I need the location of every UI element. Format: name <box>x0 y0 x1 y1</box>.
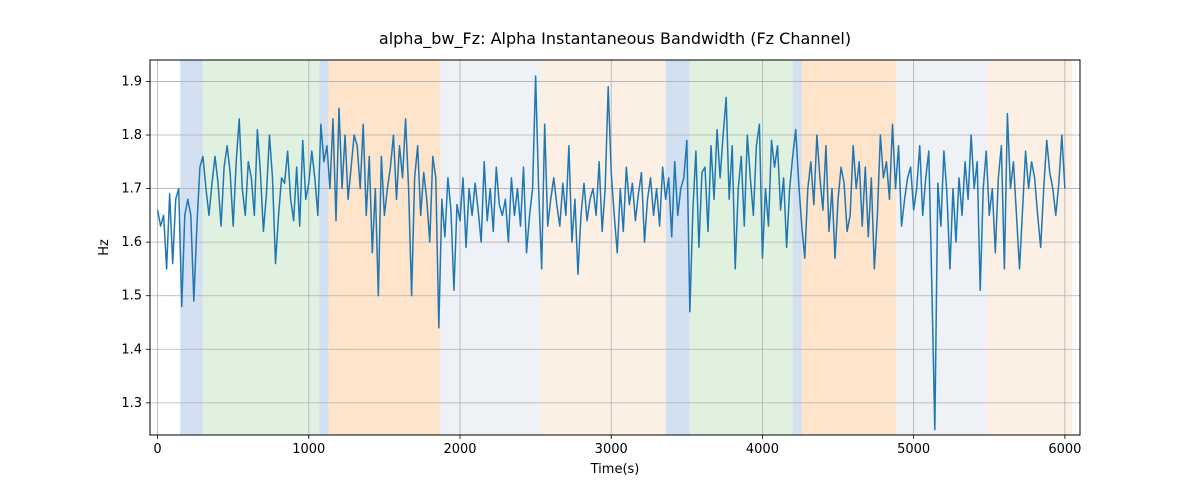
region-shade-11 <box>986 60 1072 435</box>
region-shade-9 <box>802 60 896 435</box>
ytick-label: 1.8 <box>121 128 142 143</box>
y-axis-label: Hz <box>97 239 112 256</box>
region-shade-1 <box>203 60 319 435</box>
ytick-label: 1.4 <box>121 342 142 357</box>
region-shade-8 <box>793 60 802 435</box>
ytick-label: 1.7 <box>121 182 142 197</box>
xtick-label: 2000 <box>443 442 476 457</box>
x-axis-label: Time(s) <box>590 462 640 477</box>
xtick-label: 6000 <box>1048 442 1081 457</box>
chart-title: alpha_bw_Fz: Alpha Instantaneous Bandwid… <box>379 29 851 49</box>
region-shade-3 <box>328 60 440 435</box>
region-shade-5 <box>540 60 666 435</box>
region-shade-6 <box>666 60 690 435</box>
region-shade-10 <box>896 60 987 435</box>
ytick-label: 1.6 <box>121 235 142 250</box>
background-regions <box>180 60 1072 435</box>
ytick-label: 1.3 <box>121 396 142 411</box>
xtick-label: 3000 <box>595 442 628 457</box>
line-chart-svg: 0 1000 2000 3000 4000 5000 6000 1.3 1.4 1.5 1.6 1.7… <box>0 0 1200 500</box>
xtick-label: 4000 <box>746 442 779 457</box>
region-shade-2 <box>319 60 328 435</box>
xtick-label: 5000 <box>897 442 930 457</box>
ytick-label: 1.5 <box>121 289 142 304</box>
chart-container: 0 1000 2000 3000 4000 5000 6000 1.3 1.4 1.5 1.6 1.7… <box>0 0 1200 500</box>
xtick-label: 0 <box>153 442 161 457</box>
ytick-label: 1.9 <box>121 74 142 89</box>
xtick-label: 1000 <box>292 442 325 457</box>
region-shade-7 <box>690 60 793 435</box>
